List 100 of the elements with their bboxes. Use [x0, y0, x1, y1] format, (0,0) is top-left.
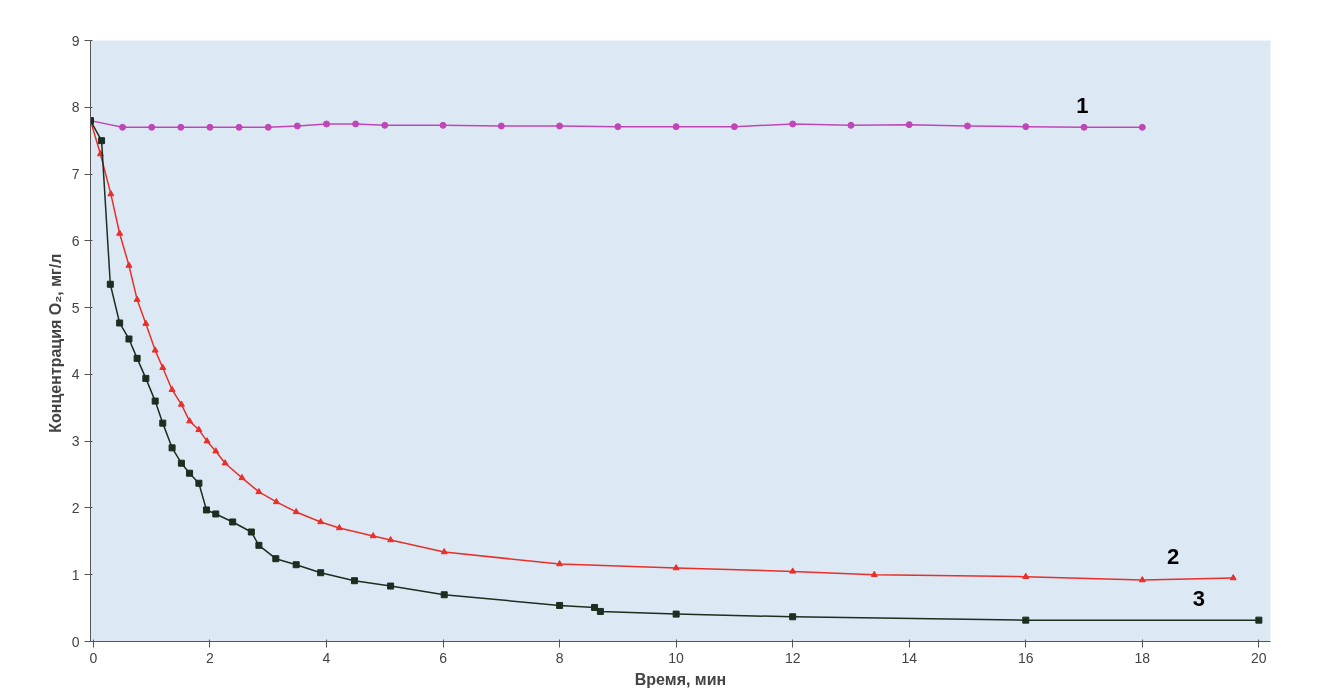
point: [556, 601, 564, 609]
point: [293, 122, 301, 130]
point: [142, 319, 150, 326]
point: [672, 123, 680, 131]
point: [335, 524, 343, 531]
point: [440, 591, 448, 599]
point: [186, 469, 194, 477]
point: [1022, 123, 1030, 131]
point: [497, 122, 505, 130]
point: [133, 295, 141, 302]
point: [177, 400, 185, 407]
point: [730, 123, 738, 131]
x-tick-label: 4: [322, 649, 331, 666]
y-tick-label: 5: [71, 299, 80, 316]
point: [119, 123, 127, 131]
point: [255, 541, 263, 549]
point: [1080, 123, 1088, 131]
point: [186, 417, 194, 424]
point: [439, 121, 447, 129]
x-tick-label: 8: [555, 649, 564, 666]
y-tick-label: 0: [71, 633, 80, 650]
x-tick-label: 0: [89, 649, 98, 666]
y-tick-label: 4: [71, 366, 80, 383]
point: [556, 560, 564, 567]
series-label: 3: [1192, 586, 1205, 612]
y-tick-label: 3: [71, 433, 80, 450]
point: [107, 190, 115, 197]
x-axis-title: Время, мин: [634, 670, 727, 688]
point: [387, 582, 395, 590]
point: [963, 122, 971, 130]
y-tick-label: 6: [71, 232, 80, 249]
point: [212, 510, 220, 518]
point: [151, 346, 159, 353]
point: [195, 425, 203, 433]
point: [440, 548, 448, 555]
point: [870, 570, 878, 577]
point: [264, 123, 272, 131]
point: [212, 447, 220, 454]
y-axis-title: Концентрация O₂, мг/л: [46, 253, 64, 433]
point: [1138, 123, 1146, 131]
point: [125, 261, 133, 268]
x-tick-label: 16: [1017, 649, 1034, 666]
x-tick-label: 18: [1134, 649, 1151, 666]
point: [614, 123, 622, 131]
x-tick-label: 12: [784, 649, 801, 666]
point: [133, 354, 141, 362]
point: [789, 613, 797, 621]
point: [235, 123, 243, 131]
point: [1022, 572, 1030, 579]
x-tick-label: 20: [1251, 649, 1267, 666]
point: [591, 603, 599, 611]
point: [221, 459, 229, 466]
y-tick-label: 1: [71, 566, 80, 583]
point: [847, 121, 855, 129]
point: [98, 137, 106, 145]
point: [1022, 616, 1030, 624]
x-tick-label: 2: [206, 649, 215, 666]
point: [206, 123, 214, 131]
point: [323, 120, 330, 128]
x-tick-label: 14: [901, 649, 918, 666]
point: [789, 120, 797, 128]
point: [125, 335, 133, 343]
point: [317, 518, 325, 525]
point: [292, 561, 300, 569]
point: [159, 363, 167, 370]
point: [369, 532, 377, 539]
point: [1229, 574, 1237, 581]
point: [1255, 616, 1263, 624]
point: [272, 555, 280, 563]
point: [317, 569, 325, 577]
point: [789, 567, 797, 574]
point: [672, 564, 680, 571]
point: [247, 528, 255, 536]
point: [142, 374, 150, 382]
point: [202, 506, 210, 514]
point: [596, 607, 604, 615]
point: [350, 577, 358, 585]
y-tick-label: 7: [71, 166, 80, 183]
point: [352, 120, 360, 128]
point: [905, 121, 913, 129]
series-label: 1: [1076, 93, 1089, 119]
series-label: 2: [1167, 544, 1180, 570]
point: [195, 479, 203, 487]
point: [381, 121, 389, 129]
point: [556, 122, 564, 130]
point: [159, 419, 167, 427]
y-tick-label: 2: [71, 499, 80, 516]
point: [168, 444, 176, 452]
x-tick-label: 10: [668, 649, 685, 666]
point: [255, 487, 263, 495]
y-tick-label: 9: [71, 32, 80, 49]
point: [203, 437, 211, 444]
y-tick-label: 8: [71, 99, 80, 116]
point: [148, 123, 156, 131]
point: [387, 536, 395, 543]
point: [229, 518, 237, 526]
point: [177, 459, 185, 467]
point: [672, 610, 680, 618]
point: [272, 497, 280, 505]
point: [238, 473, 246, 481]
